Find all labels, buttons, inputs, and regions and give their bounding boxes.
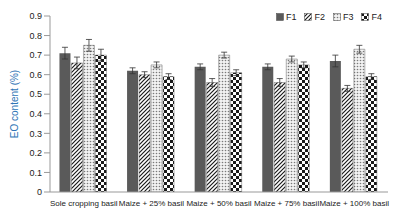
svg-text:0.6: 0.6 (29, 70, 42, 80)
svg-text:0.9: 0.9 (29, 11, 42, 21)
svg-text:Sole cropping basil: Sole cropping basil (50, 199, 118, 208)
svg-text:Maize + 100% basil: Maize + 100% basil (319, 199, 389, 208)
svg-text:Maize + 75% basil: Maize + 75% basil (254, 199, 319, 208)
svg-text:0.4: 0.4 (29, 109, 42, 119)
html-text:F1: F1 (285, 12, 297, 22)
svg-text:0.5: 0.5 (29, 89, 42, 99)
svg-text:0.7: 0.7 (29, 50, 42, 60)
svg-text:0.1: 0.1 (29, 168, 42, 178)
svg-text:EO content (%): EO content (%) (9, 70, 20, 138)
html-text:F2: F2 (314, 12, 325, 22)
svg-text:Maize + 25% basil: Maize + 25% basil (119, 199, 184, 208)
svg-text:0: 0 (37, 187, 42, 197)
html-text:F3: F3 (343, 12, 354, 22)
html-text:F4: F4 (371, 12, 382, 22)
svg-text:0.2: 0.2 (29, 148, 42, 158)
svg-text:Maize + 50% basil: Maize + 50% basil (186, 199, 251, 208)
svg-text:0.3: 0.3 (29, 129, 42, 139)
svg-text:0.8: 0.8 (29, 31, 42, 41)
